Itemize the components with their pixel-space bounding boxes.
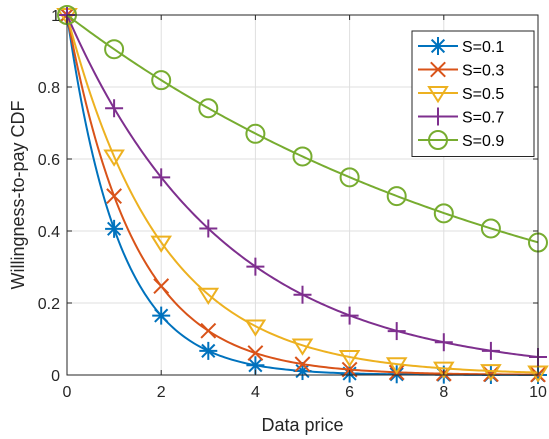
series-line xyxy=(66,14,539,374)
triangle-marker xyxy=(103,149,125,167)
plus-marker xyxy=(199,219,218,238)
y-tick-label: 1 xyxy=(51,8,60,25)
y-tick-label: 0.6 xyxy=(38,152,60,169)
triangle-marker xyxy=(385,357,408,375)
x-marker xyxy=(106,188,123,204)
circle-marker xyxy=(386,186,407,207)
circle-marker xyxy=(292,146,313,167)
legend-entry: S=0.3 xyxy=(418,61,504,80)
y-tick-label: 0.4 xyxy=(38,224,60,241)
x-marker xyxy=(482,366,499,383)
legend-label: S=0.3 xyxy=(462,63,504,80)
circle-marker xyxy=(339,167,360,188)
series-S=0.5 xyxy=(56,8,549,383)
legend-label: S=0.9 xyxy=(462,133,504,150)
x-tick-label: 2 xyxy=(157,384,166,401)
x-tick-label: 10 xyxy=(529,384,547,401)
x-marker xyxy=(430,61,446,78)
circle-marker xyxy=(433,203,454,224)
triangle-marker xyxy=(291,338,314,356)
series-S=0.9 xyxy=(57,5,548,253)
circle-marker xyxy=(151,70,172,91)
y-tick-label: 0.8 xyxy=(38,80,60,97)
x-marker xyxy=(294,356,311,373)
circle-marker xyxy=(480,218,501,239)
asterisk-marker xyxy=(429,37,447,55)
plus-marker xyxy=(481,341,500,360)
circle-marker xyxy=(245,123,266,144)
x-marker xyxy=(200,322,217,339)
x-tick-label: 0 xyxy=(63,384,72,401)
legend-entry: S=0.5 xyxy=(418,86,504,104)
triangle-marker xyxy=(338,350,361,368)
plus-marker xyxy=(105,99,124,118)
plus-marker xyxy=(246,257,265,276)
x-marker xyxy=(341,361,358,378)
circle-marker xyxy=(104,39,125,60)
triangle-marker xyxy=(150,235,173,253)
legend-entry: S=0.7 xyxy=(418,107,504,127)
triangle-marker xyxy=(427,86,449,104)
asterisk-marker xyxy=(246,356,265,375)
legend-entry: S=0.1 xyxy=(418,37,504,56)
x-axis-label: Data price xyxy=(261,415,343,435)
triangle-marker xyxy=(197,287,220,306)
ticks: 0 2 4 6 8 10 0 0.2 0.4 0.6 0.8 1 xyxy=(38,8,547,401)
asterisk-marker xyxy=(152,306,171,325)
plus-marker xyxy=(429,107,447,126)
circle-marker xyxy=(198,98,219,119)
circle-marker xyxy=(428,130,448,150)
legend-entry: S=0.9 xyxy=(418,130,504,150)
y-tick-label: 0.2 xyxy=(38,296,60,313)
y-axis-label: Willingness-to-pay CDF xyxy=(8,100,28,289)
asterisk-marker xyxy=(105,219,124,238)
asterisk-marker xyxy=(199,341,218,360)
x-tick-label: 6 xyxy=(345,384,354,401)
legend-label: S=0.1 xyxy=(462,39,504,56)
plus-marker xyxy=(340,306,359,325)
x-marker xyxy=(247,345,264,361)
plus-marker xyxy=(152,168,171,187)
triangle-marker xyxy=(432,361,455,379)
triangle-marker xyxy=(480,364,502,382)
x-marker xyxy=(153,278,170,294)
axes-box xyxy=(66,14,539,376)
series-line xyxy=(66,14,539,244)
triangle-marker xyxy=(244,319,267,337)
plus-marker xyxy=(434,333,453,352)
plus-marker xyxy=(387,322,406,341)
legend: S=0.1 S=0.3 S=0.5 S=0.7 S=0.9 xyxy=(411,30,535,157)
x-tick-label: 8 xyxy=(439,384,448,401)
legend-label: S=0.7 xyxy=(462,110,504,127)
x-tick-label: 4 xyxy=(251,384,260,401)
plus-marker xyxy=(293,285,312,304)
y-tick-label: 0 xyxy=(51,368,60,385)
legend-label: S=0.5 xyxy=(462,86,504,103)
